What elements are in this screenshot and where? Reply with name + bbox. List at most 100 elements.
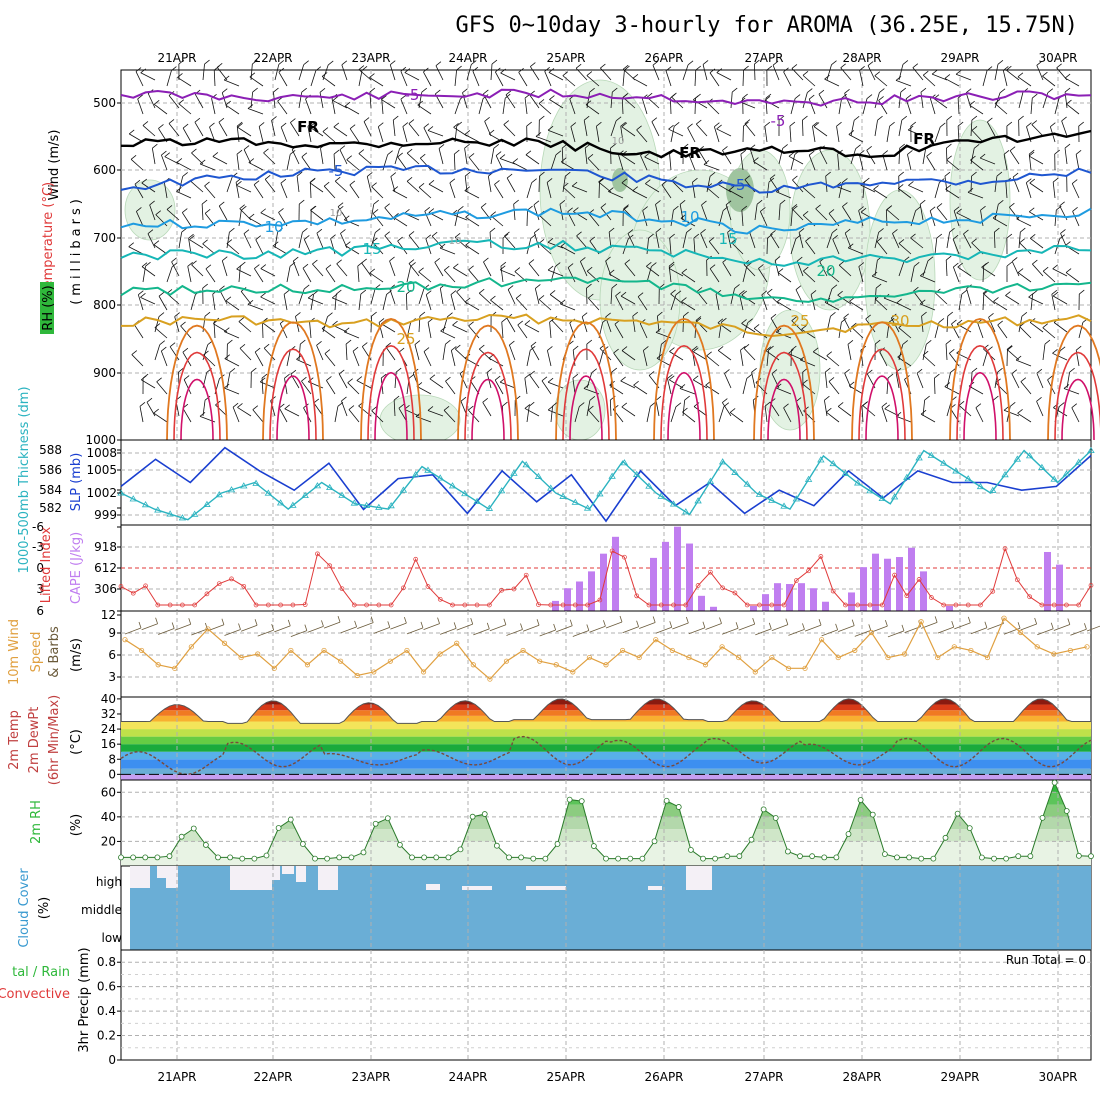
wind-barb <box>225 300 240 311</box>
wind-barb <box>393 217 408 227</box>
wind-barb-flag <box>296 171 303 177</box>
thickness-marker <box>215 491 223 498</box>
wind-barb-flag <box>1032 259 1038 265</box>
wind-barb <box>406 627 424 635</box>
wind-barb-flag <box>544 66 550 72</box>
wind-barb <box>1070 628 1087 636</box>
thickness-marker <box>755 490 764 497</box>
wind-barb <box>550 154 557 171</box>
wind-barb-flag <box>795 285 802 290</box>
wind-barb <box>805 240 816 255</box>
wind-barb <box>1025 182 1032 199</box>
wind-barb-flag <box>482 397 488 403</box>
wind-barb-flag <box>1017 408 1023 414</box>
rh-marker <box>518 854 525 861</box>
wind-barb-flag <box>898 239 905 244</box>
rh-marker <box>651 838 658 845</box>
wind-barb <box>418 187 432 199</box>
wind-speed-marker <box>669 647 675 654</box>
wind-barb-flag <box>1020 377 1027 382</box>
bottom-day-labels: 21APR 22APR 23APR 24APR 25APR 26APR 27APR 28APR… <box>157 1070 1077 1084</box>
wind-barb-flag <box>451 346 457 351</box>
wind-barb-flag <box>360 289 367 295</box>
wind-barb-flag <box>164 152 171 158</box>
wind-barb <box>518 72 528 87</box>
wind-barb <box>838 98 843 115</box>
wind-barb <box>504 235 516 249</box>
li-marker <box>180 602 185 608</box>
rh-marker <box>978 854 985 861</box>
wind-barb-flag <box>204 622 208 630</box>
wind-barb-flag <box>1012 172 1019 178</box>
thickness-marker <box>817 456 825 463</box>
wind-barb-flag <box>916 368 923 374</box>
wind-barb <box>547 129 564 137</box>
wind-barb-flag <box>766 65 773 71</box>
wind-barb <box>731 242 744 255</box>
rh-marker <box>942 834 949 841</box>
wind-barb-flag <box>608 227 615 233</box>
wind-barb <box>755 628 772 636</box>
wind-barb-flag <box>358 149 365 154</box>
wind-barb-flag <box>393 395 400 401</box>
tick-label: 16 <box>101 737 116 751</box>
wind-barb <box>818 93 828 109</box>
wind-barb-flag <box>423 347 430 352</box>
wind-barb-flag <box>312 259 318 265</box>
wind-barb <box>790 210 793 227</box>
wind-barb <box>221 260 228 277</box>
wind-barb-flag <box>547 238 554 243</box>
temp-band <box>121 768 1091 775</box>
wind-barb-flag <box>323 181 330 187</box>
lifted-index-label: Lifted Index <box>39 526 54 603</box>
wind-barb-flag <box>851 322 857 328</box>
wind-barb <box>847 344 852 361</box>
wind-barb <box>588 213 600 227</box>
wind-barb-flag <box>387 621 391 628</box>
wind-barb <box>836 126 840 143</box>
wind-barb-flag <box>926 152 932 157</box>
wind-barb <box>753 328 768 339</box>
wind-barb-flag <box>378 122 384 128</box>
wind-barb-flag <box>963 229 969 235</box>
wind-barb-flag <box>751 368 757 373</box>
wind-barb-flag <box>171 257 177 263</box>
thickness-marker <box>424 466 432 473</box>
wind-speed-marker <box>122 637 128 643</box>
wind-barb-flag <box>953 206 960 212</box>
contour-label: 15 <box>362 240 381 258</box>
wind-barb-flag <box>882 150 889 155</box>
wind-barb-flag <box>155 210 161 215</box>
wind-barb-flag <box>1006 233 1013 239</box>
wind-barb <box>201 204 204 221</box>
thickness-marker <box>362 501 371 508</box>
wind-barb <box>993 231 996 249</box>
wind-barb-flag <box>803 266 809 272</box>
wind-barb <box>307 625 324 633</box>
wind-barb <box>419 157 432 171</box>
wind-barb <box>187 266 192 283</box>
wind-barb <box>1064 77 1080 87</box>
wind-barb-flag <box>675 402 682 408</box>
wind-barb <box>494 71 504 87</box>
wind-barb-flag <box>490 295 496 301</box>
wind-speed-marker <box>918 619 924 625</box>
wind-speed-marker <box>636 654 642 661</box>
wind-barb <box>452 324 468 333</box>
wind-barb <box>224 331 240 339</box>
wind-barb-flag <box>596 121 602 127</box>
diurnal-contour <box>1047 324 1100 441</box>
wind-barb <box>705 384 720 395</box>
wind-barb-flag <box>949 227 955 233</box>
wind-barb <box>743 348 756 361</box>
wind-barb-flag <box>981 262 987 268</box>
wind-barb-flag <box>621 122 628 128</box>
wind-barb-flag <box>347 378 353 383</box>
rh-marker <box>433 854 440 861</box>
wind-barb-flag <box>254 347 261 353</box>
wind-barb <box>408 263 420 277</box>
wind-barb <box>821 629 838 637</box>
wind-barb-flag <box>1017 622 1021 629</box>
